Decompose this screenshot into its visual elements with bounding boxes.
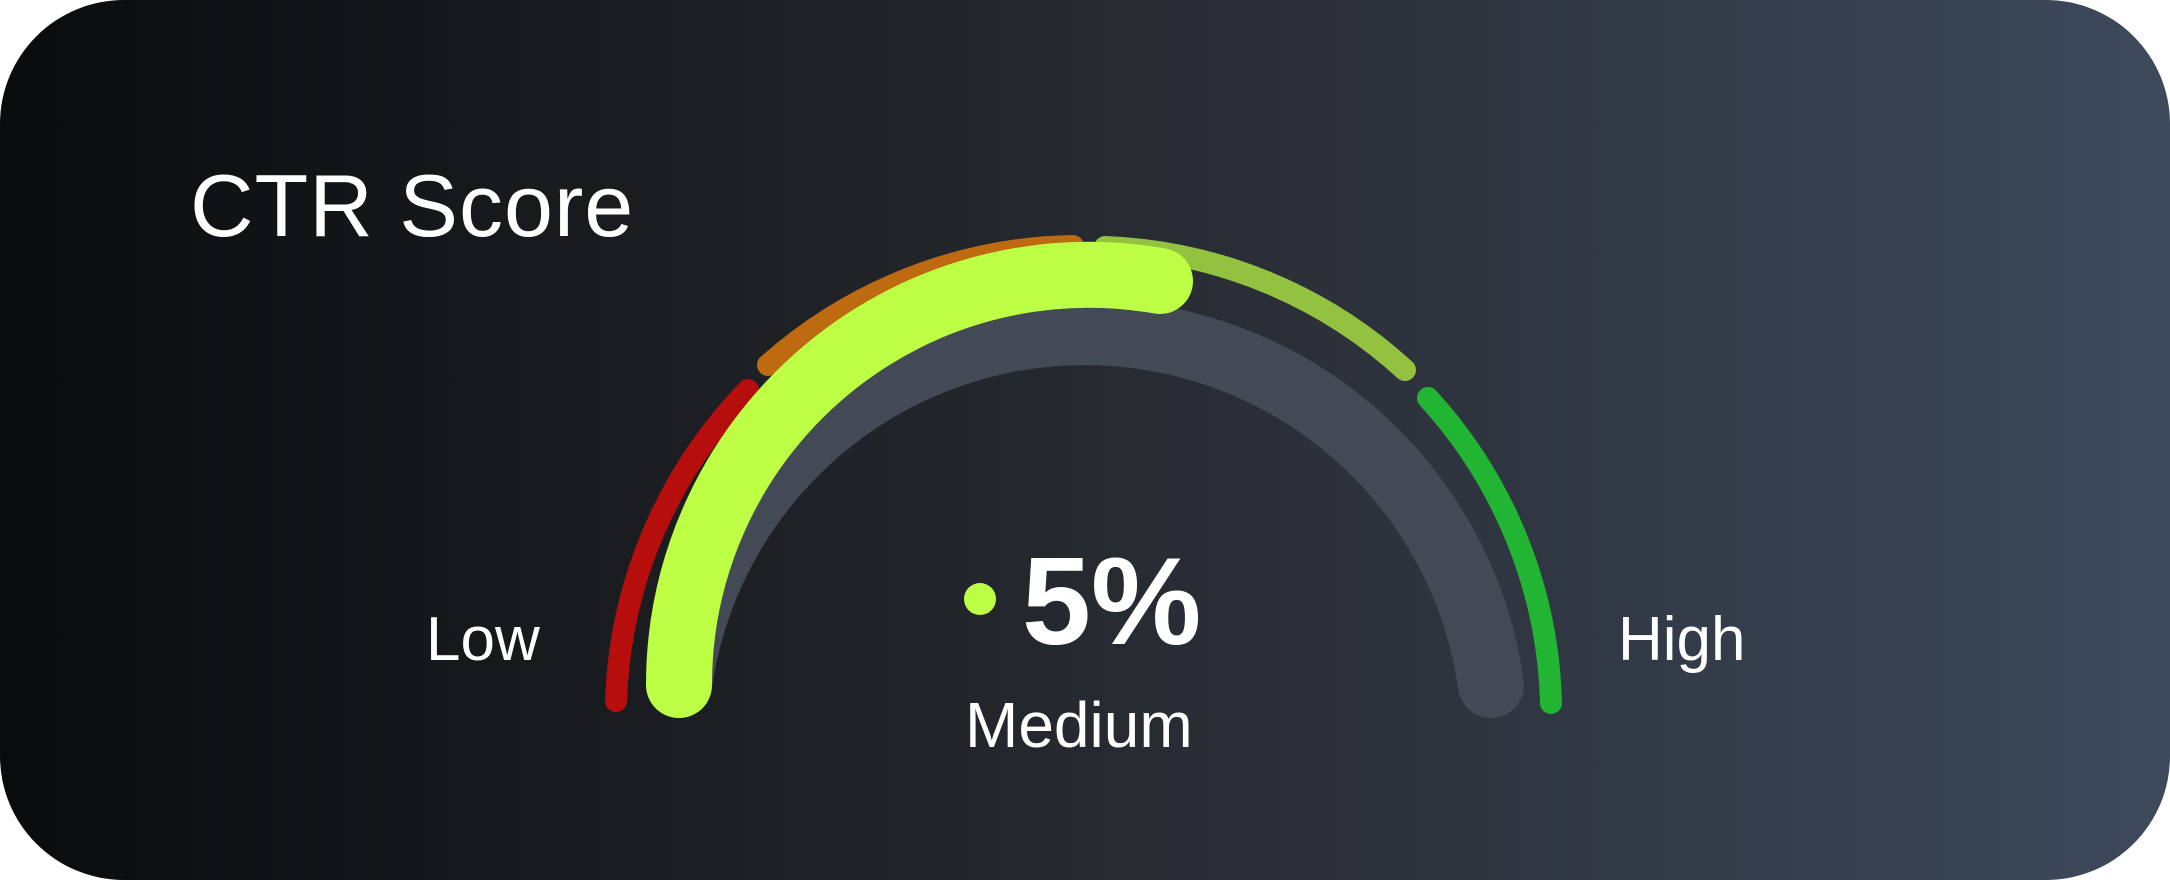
- ctr-status: Medium: [965, 689, 1193, 761]
- high-label: High: [1618, 605, 1746, 674]
- card-title: CTR Score: [190, 156, 635, 255]
- gauge-progress: [646, 241, 1193, 718]
- ctr-value: 5%: [1022, 533, 1202, 671]
- band-high: [1417, 387, 1562, 714]
- low-label: Low: [426, 605, 540, 674]
- band-low: [605, 379, 759, 712]
- status-dot: [964, 583, 996, 615]
